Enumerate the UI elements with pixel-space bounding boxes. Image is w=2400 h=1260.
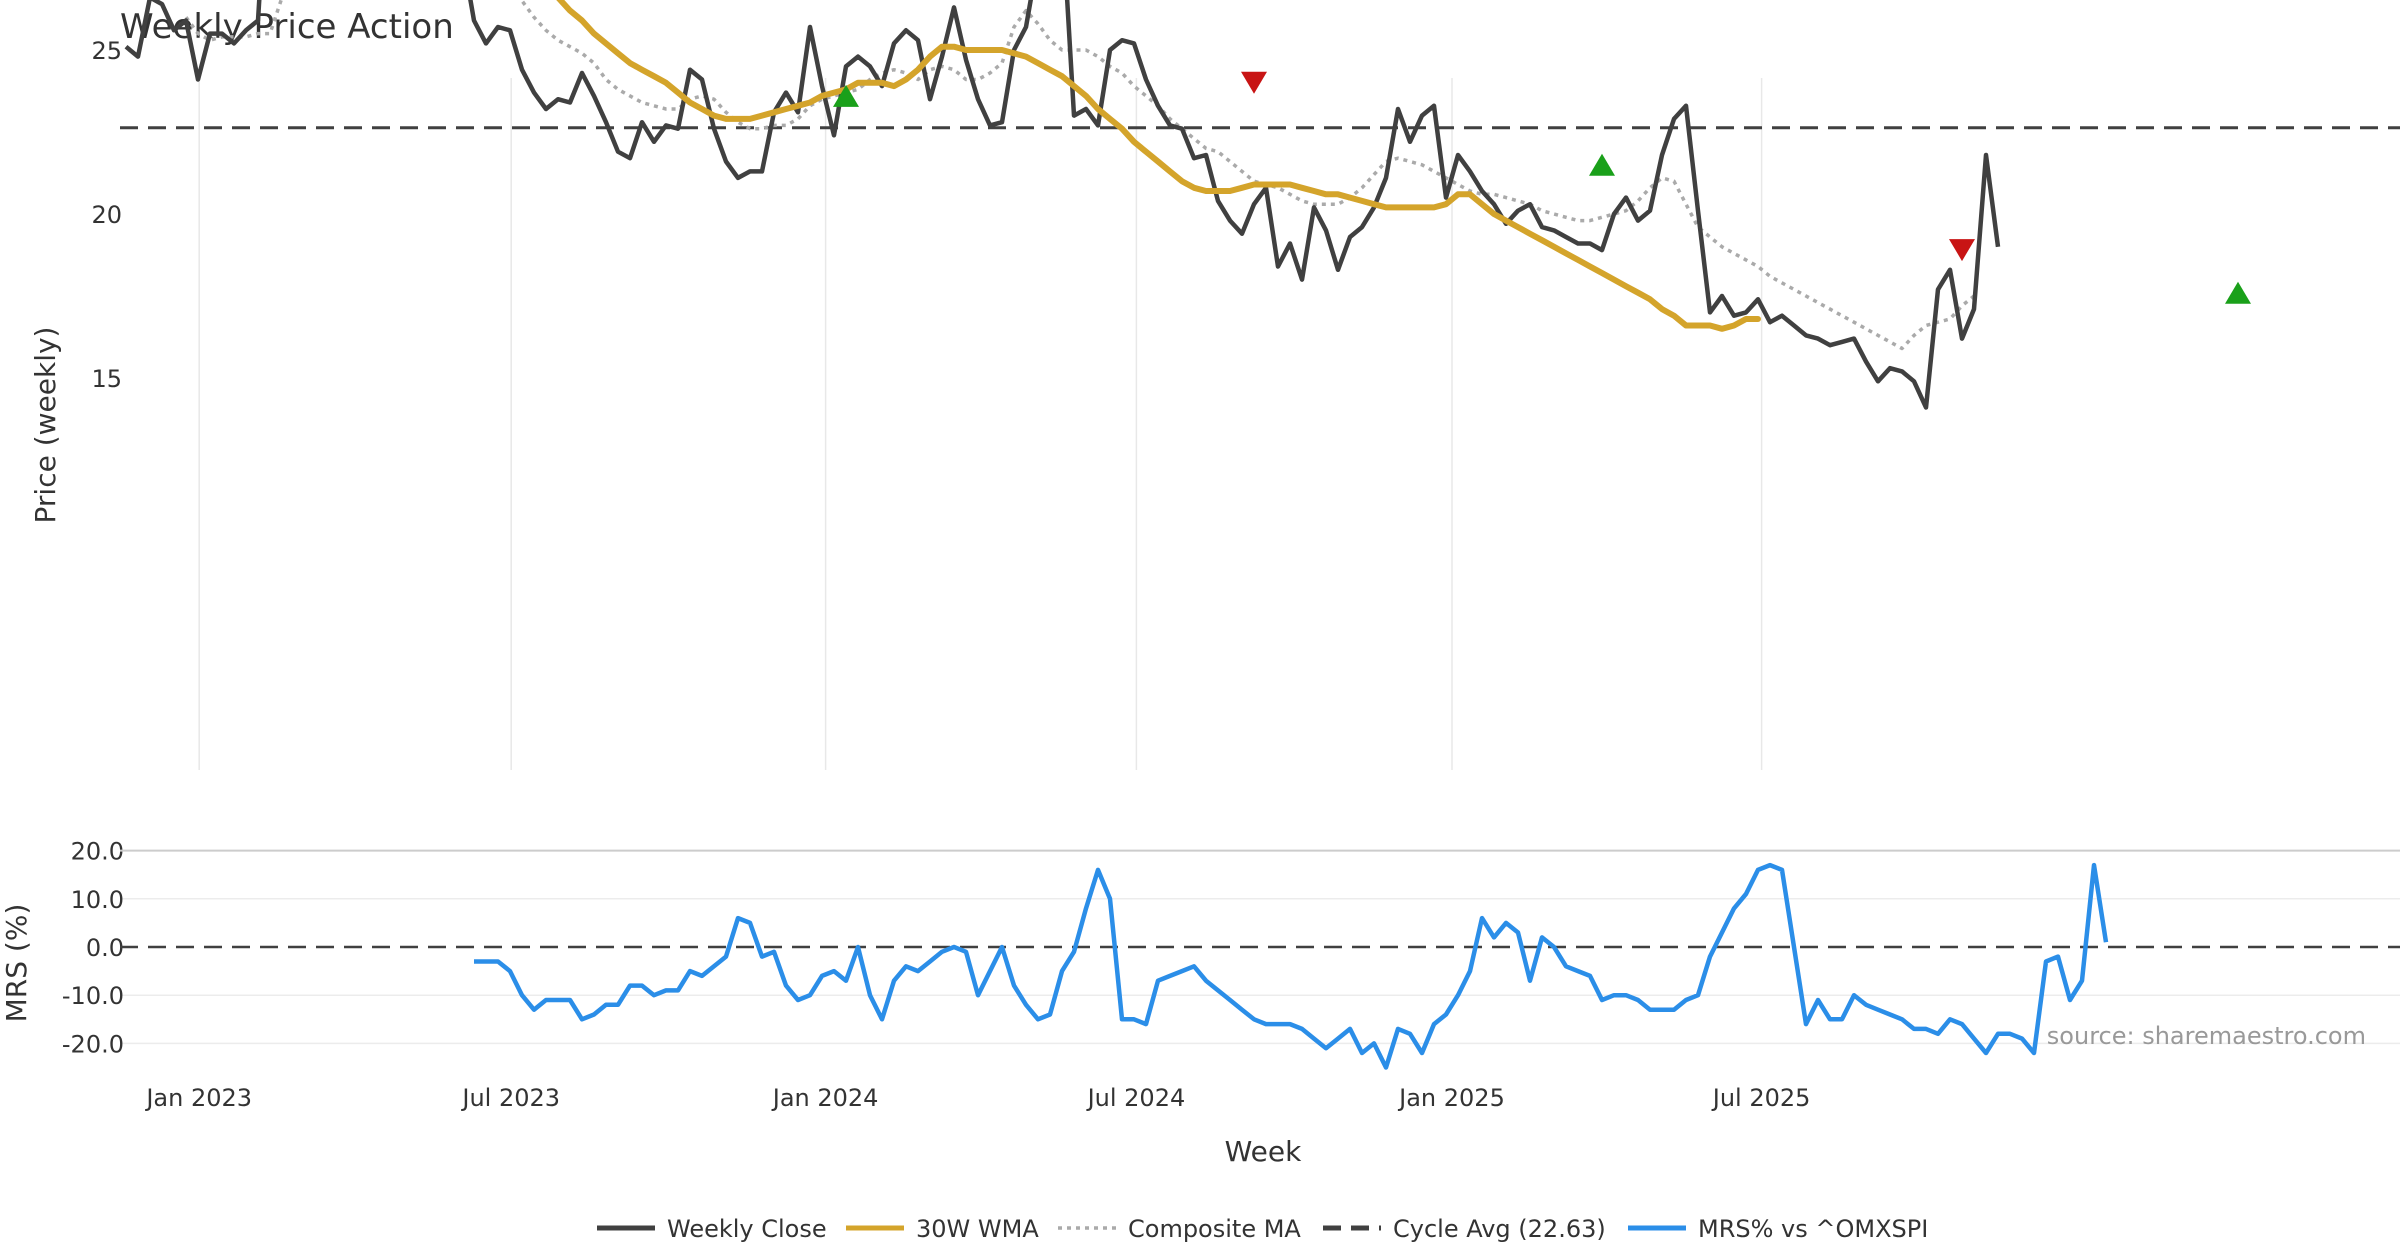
x-tick-label: Jul 2025 xyxy=(1711,1084,1811,1112)
mrs-line xyxy=(474,862,2109,1070)
x-tick-label: Jul 2024 xyxy=(1086,1084,1186,1112)
x-ticks: Jan 2023 Jul 2023 Jan 2024 Jul 2024 Jan 2025… xyxy=(144,1084,1810,1112)
horizontal-gridlines xyxy=(120,898,2400,1045)
x-tick-label: Jan 2023 xyxy=(144,1084,252,1112)
x-axis-label: Week xyxy=(1225,1135,1302,1168)
vertical-gridlines xyxy=(198,78,1763,770)
legend-label: Cycle Avg (22.63) xyxy=(1393,1215,1606,1243)
sell-signal-marker xyxy=(1949,239,1975,262)
x-tick-label: Jan 2025 xyxy=(1397,1084,1505,1112)
legend-label: 30W WMA xyxy=(916,1215,1039,1243)
buy-signal-marker xyxy=(2225,281,2251,304)
signal-markers xyxy=(833,71,2251,304)
wma-30w-line xyxy=(556,0,1761,332)
mrs-y-ticks: 20.0 10.0 0.0 -10.0 -20.0 xyxy=(62,838,124,1059)
x-tick-label: Jul 2023 xyxy=(460,1084,560,1112)
mrs-y-tick-label: 0.0 xyxy=(86,934,124,962)
price-series-group xyxy=(124,0,2001,410)
sell-signal-marker xyxy=(1241,71,1267,94)
mrs-y-tick-label: -10.0 xyxy=(62,982,124,1010)
legend-label: Composite MA xyxy=(1128,1215,1301,1243)
price-y-axis-label: Price (weekly) xyxy=(29,327,62,524)
composite-ma-line xyxy=(184,0,1976,351)
mrs-series-group xyxy=(474,862,2109,1070)
legend: Weekly Close 30W WMA Composite MA Cycle Avg… xyxy=(597,1215,1928,1243)
buy-signal-marker xyxy=(1589,153,1615,176)
price-y-tick-label: 15 xyxy=(91,365,122,393)
source-note: source: sharemaestro.com xyxy=(2047,1022,2366,1050)
price-y-tick-label: 25 xyxy=(91,37,122,65)
mrs-y-axis-label: MRS (%) xyxy=(0,904,33,1023)
weekly-close-line xyxy=(124,0,2001,410)
legend-label: Weekly Close xyxy=(667,1215,827,1243)
legend-label: MRS% vs ^OMXSPI xyxy=(1698,1215,1928,1243)
mrs-y-tick-label: 10.0 xyxy=(71,886,124,914)
price-y-tick-label: 20 xyxy=(91,201,122,229)
mrs-y-tick-label: 20.0 xyxy=(71,838,124,866)
mrs-y-tick-label: -20.0 xyxy=(62,1030,124,1058)
price-y-ticks: 15202530 xyxy=(91,37,122,393)
x-tick-label: Jan 2024 xyxy=(771,1084,879,1112)
buy-signal-marker xyxy=(833,84,859,107)
